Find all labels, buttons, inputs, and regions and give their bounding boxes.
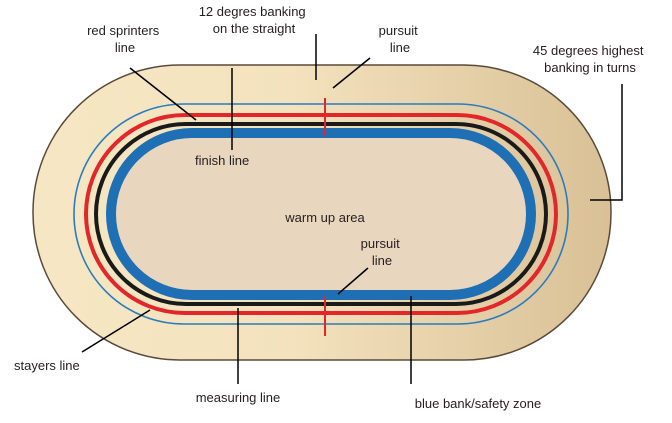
- label-pursuit-bottom-1: pursuit: [361, 236, 400, 251]
- label-banking-turns: 45 degrees highest banking in turns: [533, 43, 647, 75]
- label-red-sprinters-1: red sprinters: [87, 23, 160, 38]
- label-pursuit-bottom-2: line: [372, 253, 392, 268]
- label-red-sprinters: red sprinters line: [87, 23, 163, 55]
- leader-banking-turns: [590, 84, 623, 201]
- stayers-line-shape: [73, 103, 569, 325]
- leader-pursuit-top: [332, 57, 371, 89]
- label-warm-up-area: warm up area: [284, 210, 365, 225]
- measuring-line-shape: [94, 122, 548, 306]
- warm-up-area-shape: [106, 128, 536, 300]
- red-sprinters-line-shape: [84, 113, 558, 315]
- label-banking-straight-2: on the straight: [213, 21, 296, 36]
- label-blue-bank: blue bank/safety zone: [415, 396, 541, 411]
- leader-lines: [81, 34, 623, 384]
- leader-pursuit-bottom: [337, 267, 369, 295]
- label-measuring: measuring line: [196, 390, 281, 405]
- label-finish-line: finish line: [195, 153, 249, 168]
- label-red-sprinters-2: line: [115, 40, 135, 55]
- label-banking-turns-1: 45 degrees highest: [533, 43, 644, 58]
- label-stayers: stayers line: [14, 358, 80, 373]
- label-pursuit-bottom: pursuit line: [361, 236, 404, 268]
- leader-red-sprinters: [129, 67, 197, 121]
- label-banking-turns-2: banking in turns: [544, 60, 636, 75]
- label-banking-straight-1: 12 degres banking: [199, 4, 306, 19]
- label-pursuit-top-1: pursuit: [379, 23, 418, 38]
- label-pursuit-top: pursuit line: [379, 23, 422, 55]
- label-pursuit-top-2: line: [390, 40, 410, 55]
- label-banking-straight: 12 degres banking on the straight: [199, 4, 310, 36]
- leader-stayers: [81, 309, 151, 353]
